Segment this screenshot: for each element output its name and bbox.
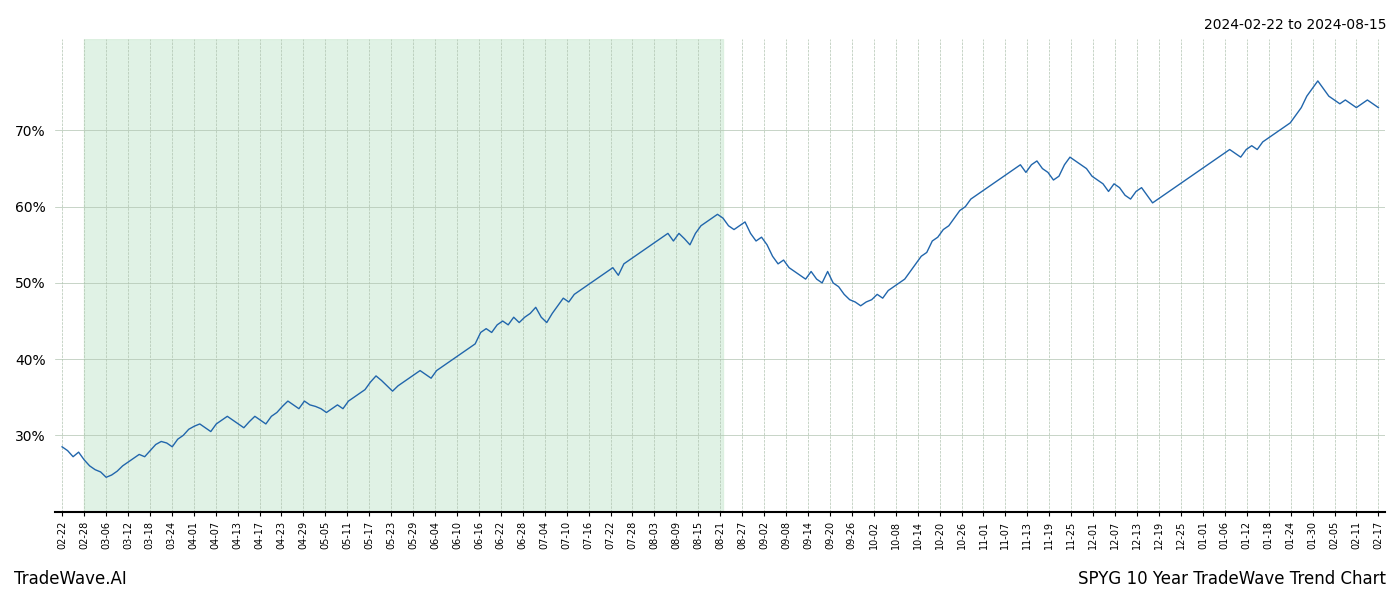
- Text: SPYG 10 Year TradeWave Trend Chart: SPYG 10 Year TradeWave Trend Chart: [1078, 570, 1386, 588]
- Text: TradeWave.AI: TradeWave.AI: [14, 570, 127, 588]
- Text: 2024-02-22 to 2024-08-15: 2024-02-22 to 2024-08-15: [1204, 18, 1386, 32]
- Bar: [84, 39, 722, 512]
